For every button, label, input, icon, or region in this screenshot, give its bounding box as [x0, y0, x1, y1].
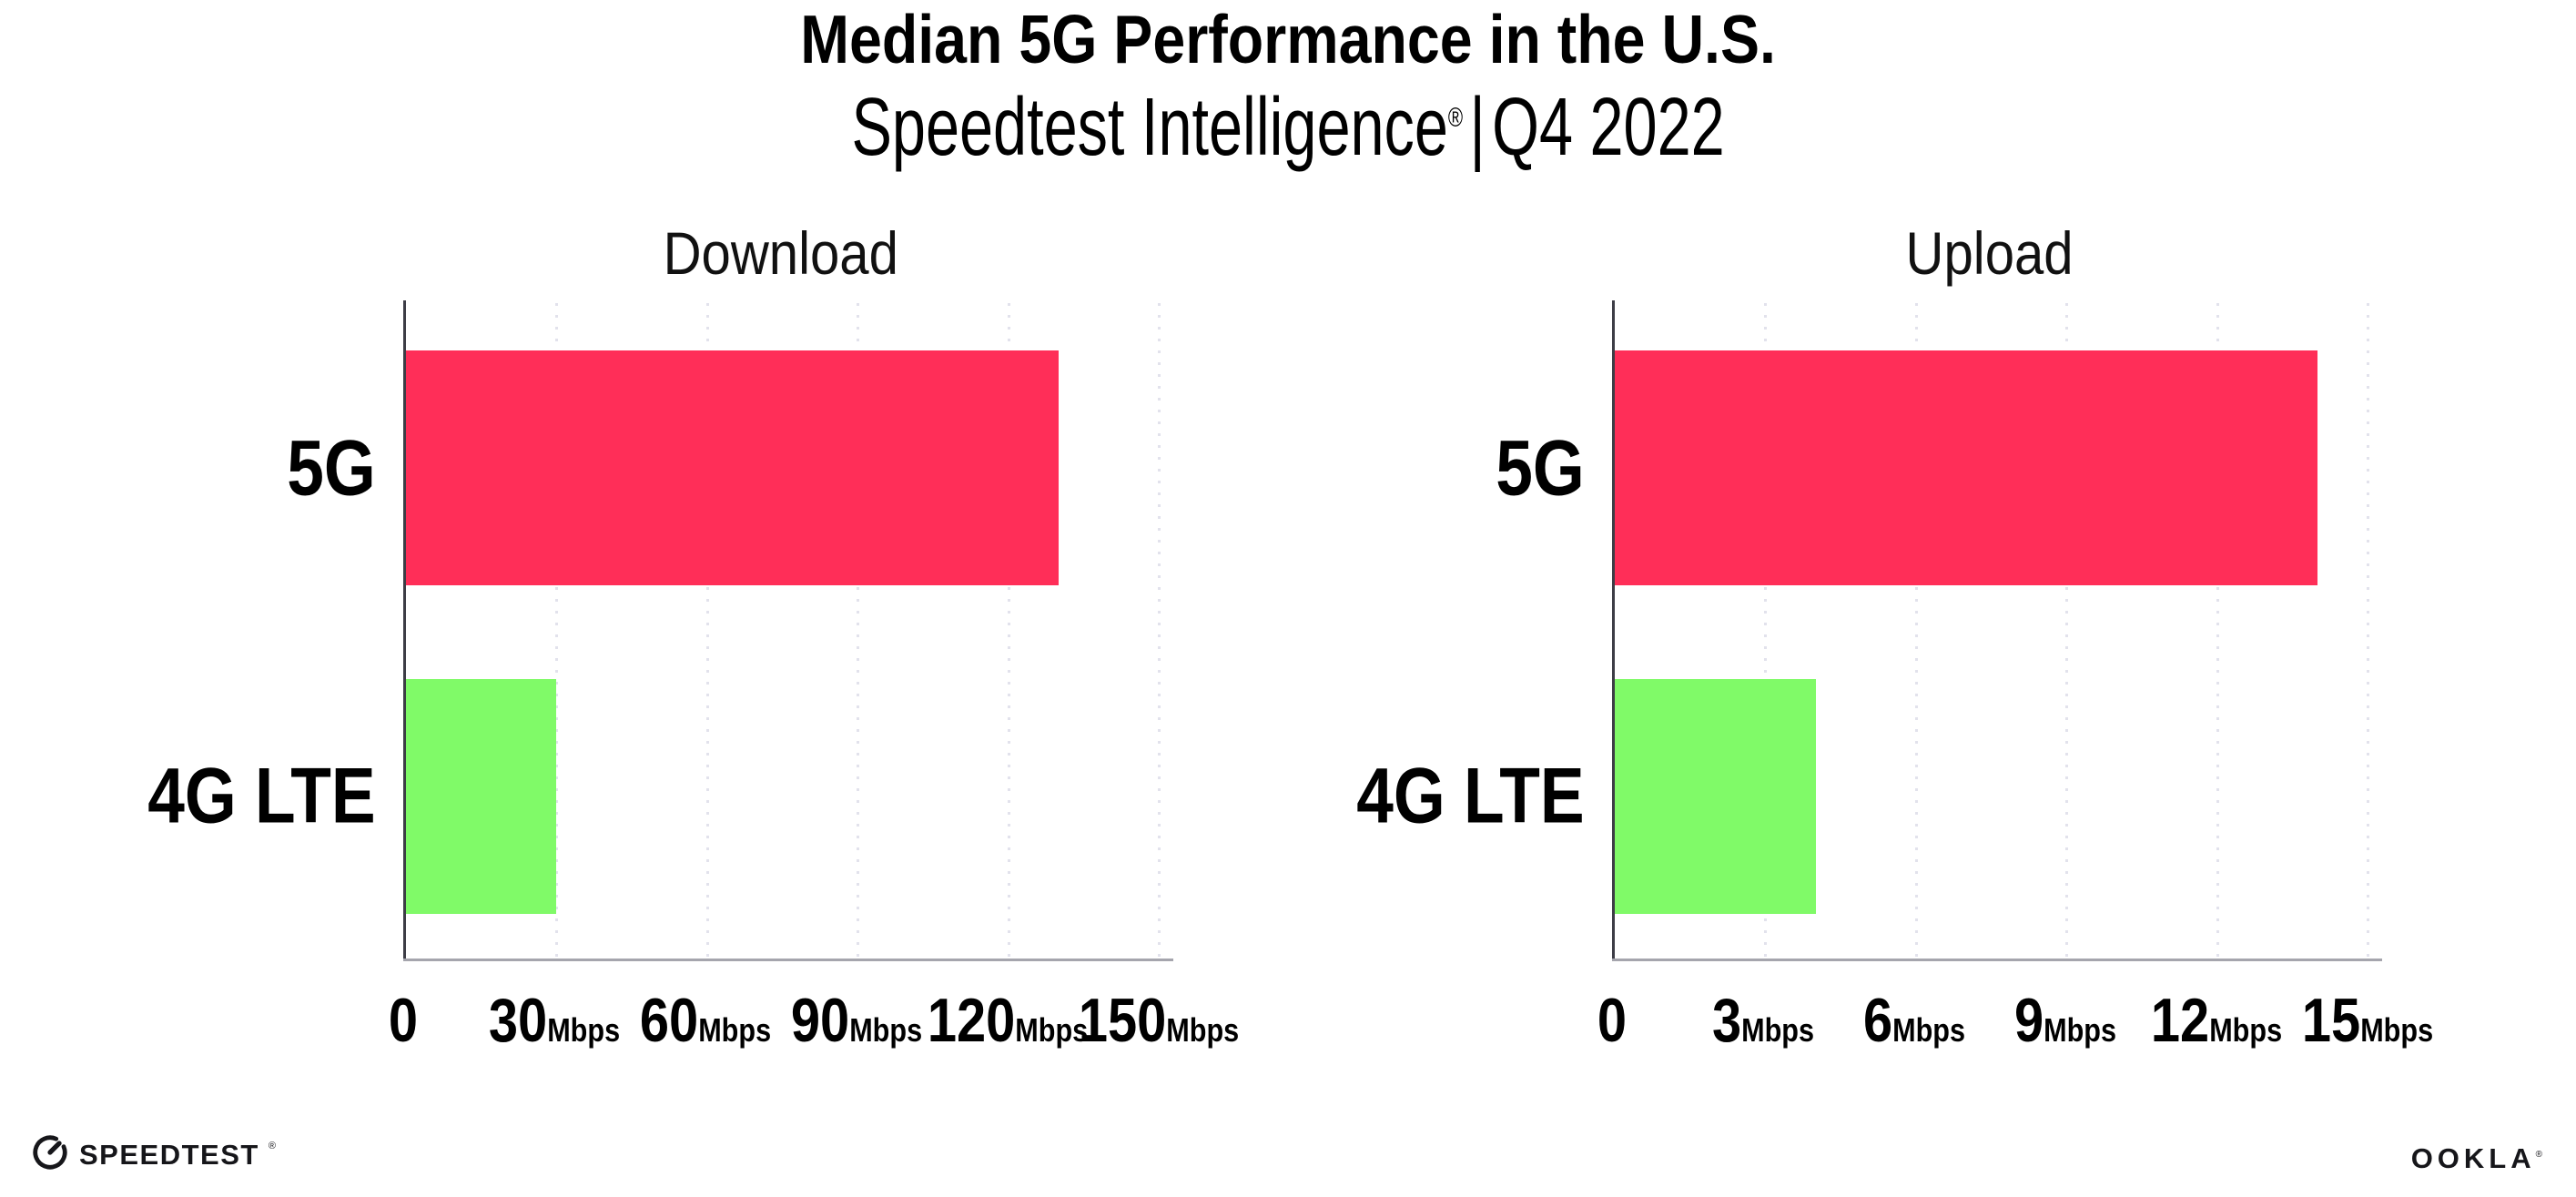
subtitle-divider: | [1469, 82, 1486, 173]
chart-download-category-axis: 5G 4G LTE [91, 300, 403, 959]
category-label-4g-lte: 4G LTE [1356, 752, 1585, 840]
tick-0: 0 [388, 986, 419, 1055]
chart-download-x-axis: 0 30Mbps 60Mbps 90Mbps 120Mbps 150Mbps [389, 959, 1239, 1131]
ookla-wordmark: OOKLA [2410, 1142, 2536, 1174]
bar-5g-upload [1615, 350, 2317, 585]
tick-3: 3Mbps [1711, 986, 1815, 1055]
ookla-registered-mark-icon: ® [2535, 1150, 2542, 1160]
tick-6: 6Mbps [1862, 986, 1966, 1055]
tick-9: 9Mbps [2013, 986, 2117, 1055]
tick-60: 60Mbps [639, 986, 772, 1055]
bar-4g-lte-download [406, 679, 557, 914]
category-label-4g-lte: 4G LTE [147, 752, 376, 840]
category-label-5g: 5G [287, 424, 376, 512]
figure-subtitle: Speedtest Intelligence®|Q4 2022 [0, 86, 2576, 168]
bar-5g-download [406, 350, 1059, 585]
chart-download-title: Download [663, 219, 899, 287]
speedtest-wordmark: SPEEDTEST [79, 1138, 259, 1171]
figure-subtitle-text: Speedtest Intelligence®|Q4 2022 [851, 86, 1724, 168]
tick-120: 120Mbps [927, 986, 1089, 1055]
figure-header: Median 5G Performance in the U.S. Speedt… [0, 5, 2576, 169]
gridline [1158, 303, 1161, 959]
gridline [1007, 303, 1010, 959]
gridline [705, 303, 709, 959]
figure-footer: SPEEDTEST ® OOKLA® [0, 1115, 2576, 1197]
gridline [2216, 303, 2219, 959]
tick-15: 15Mbps [2301, 986, 2434, 1055]
chart-download-plot-area [403, 300, 1173, 961]
chart-upload-category-axis: 5G 4G LTE [1300, 300, 1612, 959]
subtitle-period: Q4 2022 [1492, 82, 1725, 173]
gridline [555, 303, 559, 959]
chart-download: Download 5G 4G LTE 0 30Mbps 60Mbps 90Mbp… [91, 218, 1240, 1131]
gridline [1914, 303, 1918, 959]
chart-upload-x-axis: 0 3Mbps 6Mbps 9Mbps 12Mbps 15Mbps [1597, 959, 2433, 1131]
category-label-5g: 5G [1496, 424, 1585, 512]
figure-title: Median 5G Performance in the U.S. [0, 5, 2576, 74]
subtitle-brand: Speedtest Intelligence [851, 82, 1448, 173]
speedtest-gauge-icon [30, 1132, 70, 1177]
gridline [1764, 303, 1768, 959]
speedtest-registered-mark-icon: ® [268, 1140, 276, 1151]
gridline [2065, 303, 2069, 959]
bar-4g-lte-upload [1615, 679, 1816, 914]
gridline [2367, 303, 2369, 959]
registered-mark-icon: ® [1447, 103, 1463, 133]
x-axis-spine [1612, 959, 2382, 961]
figure-title-text: Median 5G Performance in the U.S. [800, 1, 1776, 77]
chart-upload-plot-area [1612, 300, 2382, 961]
ookla-logo: OOKLA® [2411, 1142, 2542, 1175]
tick-30: 30Mbps [488, 986, 621, 1055]
tick-90: 90Mbps [790, 986, 923, 1055]
tick-12: 12Mbps [2150, 986, 2283, 1055]
x-axis-spine [403, 959, 1173, 961]
chart-upload-body: 5G 4G LTE [1300, 300, 2383, 961]
chart-upload-title: Upload [1905, 219, 2074, 287]
tick-150: 150Mbps [1078, 986, 1240, 1055]
chart-upload: Upload 5G 4G LTE 0 3Mbps 6Mbps 9Mbps 12 [1300, 218, 2434, 1131]
chart-download-body: 5G 4G LTE [91, 300, 1174, 961]
tick-0: 0 [1597, 986, 1628, 1055]
gridline [857, 303, 860, 959]
speedtest-logo: SPEEDTEST ® [30, 1132, 276, 1177]
